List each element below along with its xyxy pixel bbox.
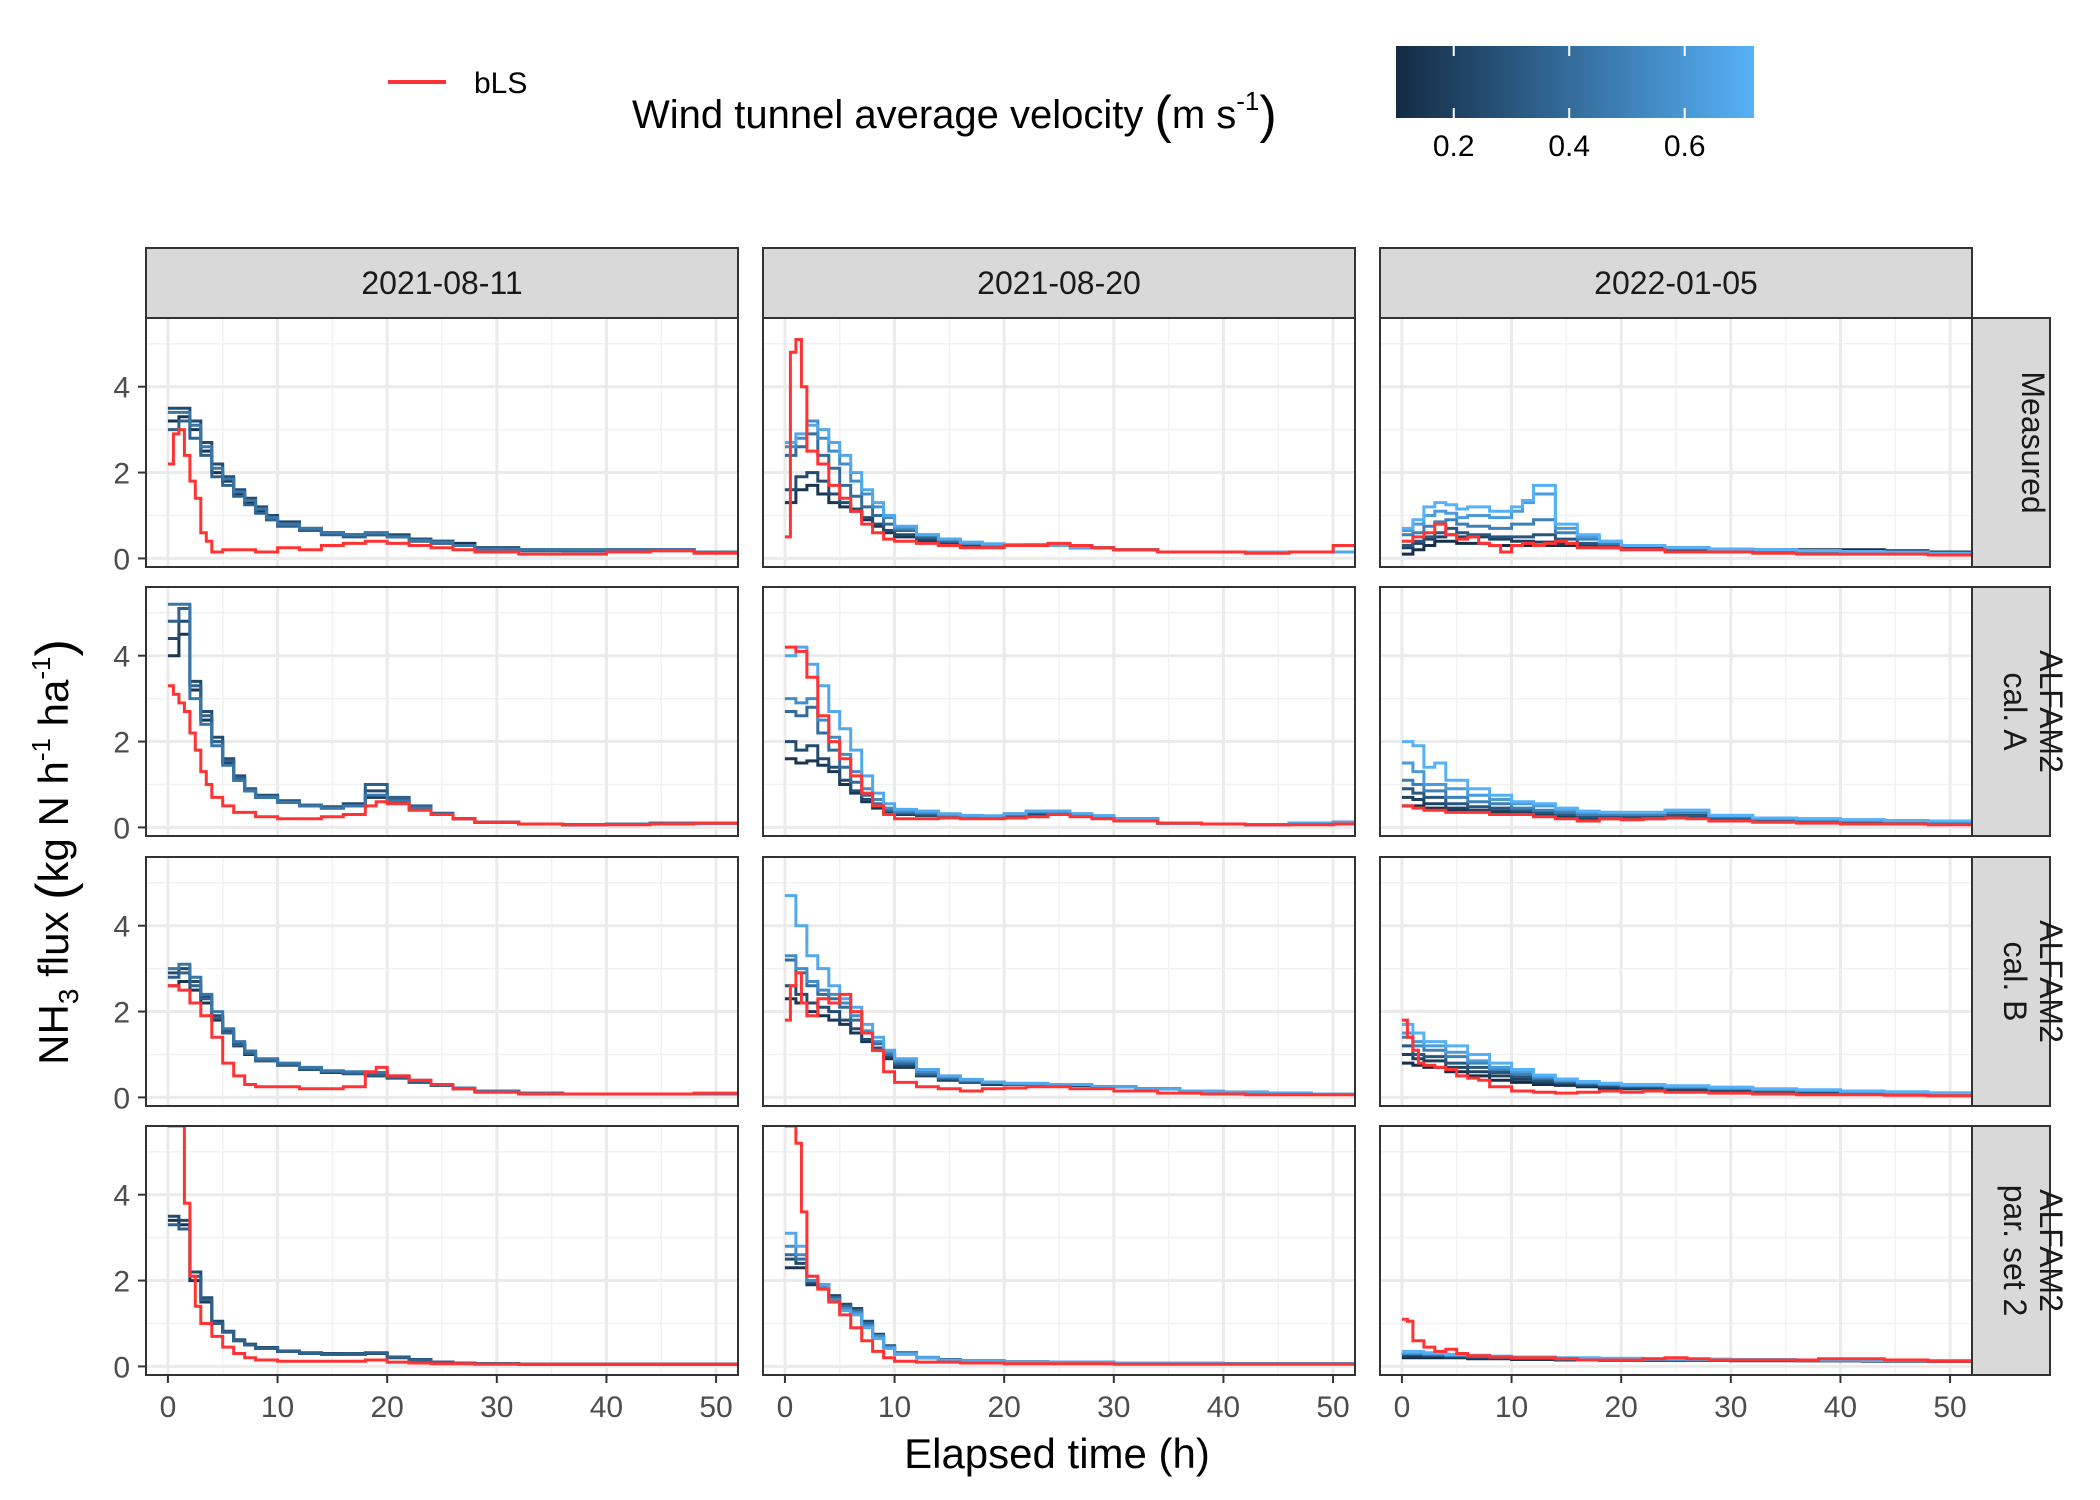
column-strip: 2021-08-11 [145,247,739,319]
facet-panel [1379,586,1973,837]
bls-series-line [1401,1317,1972,1363]
bls-series-line [167,684,738,827]
wind-tunnel-series-line [167,410,738,555]
bls-series-line [784,971,1355,1097]
bls-series-line [167,984,738,1096]
colorbar-tick-label: 0.2 [1433,130,1475,163]
x-tick-label: 30 [480,1391,513,1424]
column-strip-label: 2021-08-11 [361,265,522,301]
x-tick-label: 20 [1604,1391,1637,1424]
x-tick-label: 10 [261,1391,294,1424]
legend: bLS Wind tunnel average velocity (m s-1)… [388,46,1754,163]
panel-border [1379,317,1973,568]
panel-border [762,586,1356,837]
x-tick-label: 50 [1933,1391,1966,1424]
x-tick-label: 10 [1495,1391,1528,1424]
y-tick-label: 4 [113,1180,130,1213]
bls-series-line [167,428,738,556]
x-tick-label: 10 [878,1391,911,1424]
panel-border [1379,856,1973,1107]
row-strip-label: ALFAM2 [2033,650,2069,773]
row-strip-label: par. set 2 [1997,1185,2033,1317]
panel-border [762,856,1356,1107]
y-axis-title: NH3 flux (kg N h-1 ha-1) [26,639,84,1065]
column-strip-label: 2021-08-20 [977,265,1141,301]
bls-series-line [1401,804,1972,827]
panel-border [762,317,1356,568]
row-strip: Measured [1971,317,2051,568]
facet-panel [762,317,1356,568]
x-axis-title: Elapsed time (h) [904,1430,1210,1477]
facet-panel: 0 10 20 30 40 50 [762,1125,1356,1424]
wind-tunnel-series-line [784,894,1355,1096]
y-tick-label: 4 [113,372,130,405]
panel-border [762,1125,1356,1376]
x-tick-label: 30 [1714,1391,1747,1424]
wind-tunnel-series-line [784,423,1355,554]
bls-series-line [784,338,1355,555]
y-tick-label: 2 [113,727,130,760]
row-strip-label: cal. A [1997,672,2033,751]
legend-bls-label: bLS [474,67,527,100]
facet-panel [1379,856,1973,1107]
y-tick-label: 0 [113,1351,130,1384]
row-strip-label: ALFAM2 [2033,920,2069,1043]
y-tick-label: 2 [113,997,130,1030]
facet-panel: 0 2 4 [113,586,739,845]
x-tick-label: 40 [1824,1391,1857,1424]
facet-panel [1379,317,1973,568]
panel-border [145,1125,739,1376]
row-strip-label: cal. B [1997,941,2033,1021]
bls-series-line [784,1126,1355,1366]
x-tick-label: 0 [1394,1391,1411,1424]
column-strip: 2021-08-20 [762,247,1356,319]
colorbar-title: Wind tunnel average velocity (m s-1) [632,86,1277,144]
row-strip-label: ALFAM2 [2033,1189,2069,1312]
bls-series-line [1401,522,1972,557]
x-tick-label: 50 [1316,1391,1349,1424]
wind-tunnel-series-line [1401,483,1972,555]
colorbar [1396,46,1754,118]
bls-series-line [1401,1018,1972,1098]
y-tick-label: 4 [113,911,130,944]
facet-panel [762,856,1356,1107]
x-tick-label: 50 [699,1391,732,1424]
y-tick-label: 0 [113,812,130,845]
x-tick-label: 40 [590,1391,623,1424]
facet-panel: 0 2 4 [113,856,739,1115]
bls-series-line [784,645,1355,827]
panel-border [145,317,739,568]
colorbar-tick-label: 0.4 [1548,130,1590,163]
panel-border [145,586,739,837]
x-tick-label: 20 [987,1391,1020,1424]
x-tick-label: 40 [1207,1391,1240,1424]
column-strip: 2022-01-05 [1379,247,1973,319]
colorbar-tick-label: 0.6 [1664,130,1706,163]
wind-tunnel-series-line [1401,740,1972,823]
x-tick-label: 20 [370,1391,403,1424]
facet-panel [762,586,1356,837]
bls-series-line [167,1126,738,1366]
y-tick-label: 2 [113,1266,130,1299]
y-tick-label: 4 [113,641,130,674]
column-strip-label: 2022-01-05 [1594,265,1758,301]
x-tick-label: 0 [160,1391,177,1424]
y-tick-label: 0 [113,1082,130,1115]
y-tick-label: 2 [113,458,130,491]
panel-border [1379,1125,1973,1376]
x-tick-label: 30 [1097,1391,1130,1424]
facet-panel: 0 2 4 [113,317,739,576]
panel-border [1379,586,1973,837]
x-tick-label: 0 [777,1391,794,1424]
panel-border [145,856,739,1107]
facet-panel: 0 10 20 30 40 50 [1379,1125,1973,1424]
wind-tunnel-series-line [1401,1022,1972,1095]
row-strip-label: Measured [2015,371,2051,513]
y-tick-label: 0 [113,543,130,576]
